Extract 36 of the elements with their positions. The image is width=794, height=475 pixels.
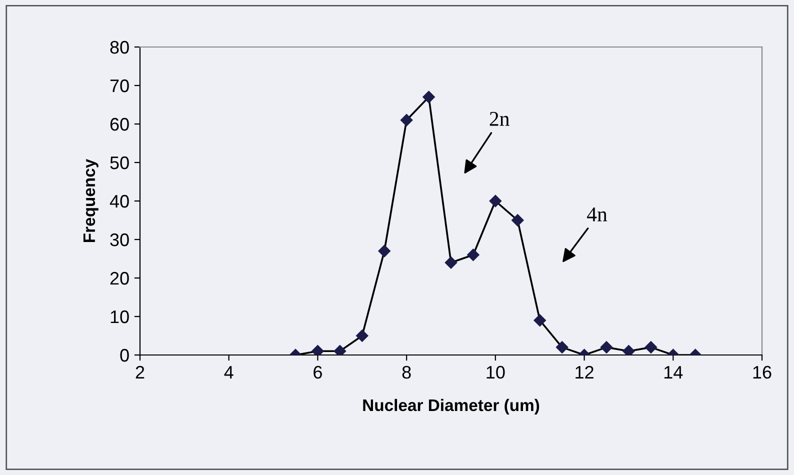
y-tick-label: 60 xyxy=(110,118,129,131)
point xyxy=(422,90,435,104)
x-axis-title: Nuclear Diameter (um) xyxy=(363,398,540,414)
y-tick-label: 70 xyxy=(110,79,129,92)
y-axis-title: Frequency xyxy=(83,158,98,242)
x-tick-label: 6 xyxy=(314,366,322,379)
point xyxy=(512,214,524,226)
y-tick-label: 80 xyxy=(110,40,129,54)
annotation: 4n xyxy=(587,207,608,222)
annotation: 2n xyxy=(490,112,510,126)
point xyxy=(622,345,635,355)
point xyxy=(444,256,458,269)
point xyxy=(312,345,324,355)
point xyxy=(489,194,502,208)
point xyxy=(400,114,413,126)
point xyxy=(378,244,390,258)
x-tick-label: 16 xyxy=(753,366,772,379)
y-tick-label: 50 xyxy=(110,156,129,170)
x-tick-label: 2 xyxy=(136,366,144,378)
point xyxy=(534,314,546,326)
y-tick-label: 30 xyxy=(110,233,129,246)
y-tick-label: 0 xyxy=(120,348,129,362)
x-tick-label: 12 xyxy=(576,366,594,378)
point xyxy=(556,341,568,354)
x-tick-label: 10 xyxy=(486,366,505,379)
x-tick-label: 4 xyxy=(224,366,234,378)
y-tick-label: 20 xyxy=(110,272,129,285)
point xyxy=(467,248,480,261)
y-tick-label: 40 xyxy=(110,194,129,208)
point xyxy=(600,341,613,354)
point xyxy=(644,341,658,354)
x-tick-label: 8 xyxy=(402,366,411,379)
x-tick-label: 14 xyxy=(664,366,683,378)
point xyxy=(334,345,346,355)
point xyxy=(356,330,368,342)
y-tick-label: 10 xyxy=(110,310,129,324)
